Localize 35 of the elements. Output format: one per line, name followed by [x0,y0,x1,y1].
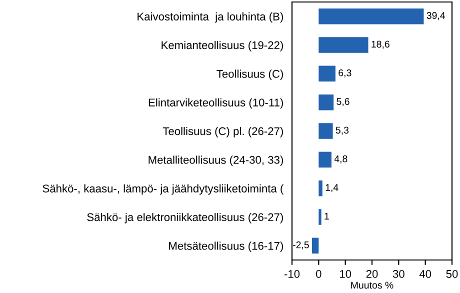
x-tick-label: 10 [340,270,352,278]
bar [312,238,319,254]
data-label: 6,3 [338,69,352,78]
data-label: 39,4 [426,12,446,20]
bar [318,94,334,110]
data-label: 4,8 [334,155,348,164]
bar [318,8,424,24]
x-tick-label: 20 [366,270,378,278]
x-tick-label: 40 [419,270,432,278]
data-label: 5,3 [336,126,349,135]
data-label: 1,4 [326,184,338,192]
data-label: 5,6 [336,98,350,106]
x-tick-label: 50 [446,270,458,278]
y-tick-label: Kaivostoiminta ja louhinta (B) [138,12,283,23]
bar [318,66,336,82]
x-axis-title: Muutos % [351,282,394,289]
y-tick-label: Metalliteollisuus (24-30, 33) [148,156,283,166]
bar [318,37,368,53]
x-tick-label: 0 [316,270,322,278]
y-tick-label: Kemianteollisuus (19-22) [162,40,283,52]
bar [318,180,322,196]
data-label: 18,6 [372,40,390,49]
y-tick-label: Elintarviketeollisuus (10-11) [148,98,283,109]
y-tick-label: Sähkö-, kaasu-, lämpö- ja jäähdytysliiketoiminta ( [42,184,284,195]
bar [318,152,332,168]
y-tick-label: Teollisuus (C) pl. (26-27) [162,126,283,138]
bar [318,123,333,139]
y-tick-label: Metsäteollisuus (16-17) [169,242,283,252]
y-tick-label: Sähkö- ja elektroniikkateollisuus (26-27) [87,212,283,224]
x-tick-label: -10 [284,270,300,278]
bar [318,209,322,225]
data-label: -2,5 [293,241,309,250]
x-tick-label: 30 [392,270,404,278]
y-tick-label: Teollisuus (C) [216,70,283,80]
data-label: 1 [324,212,329,220]
